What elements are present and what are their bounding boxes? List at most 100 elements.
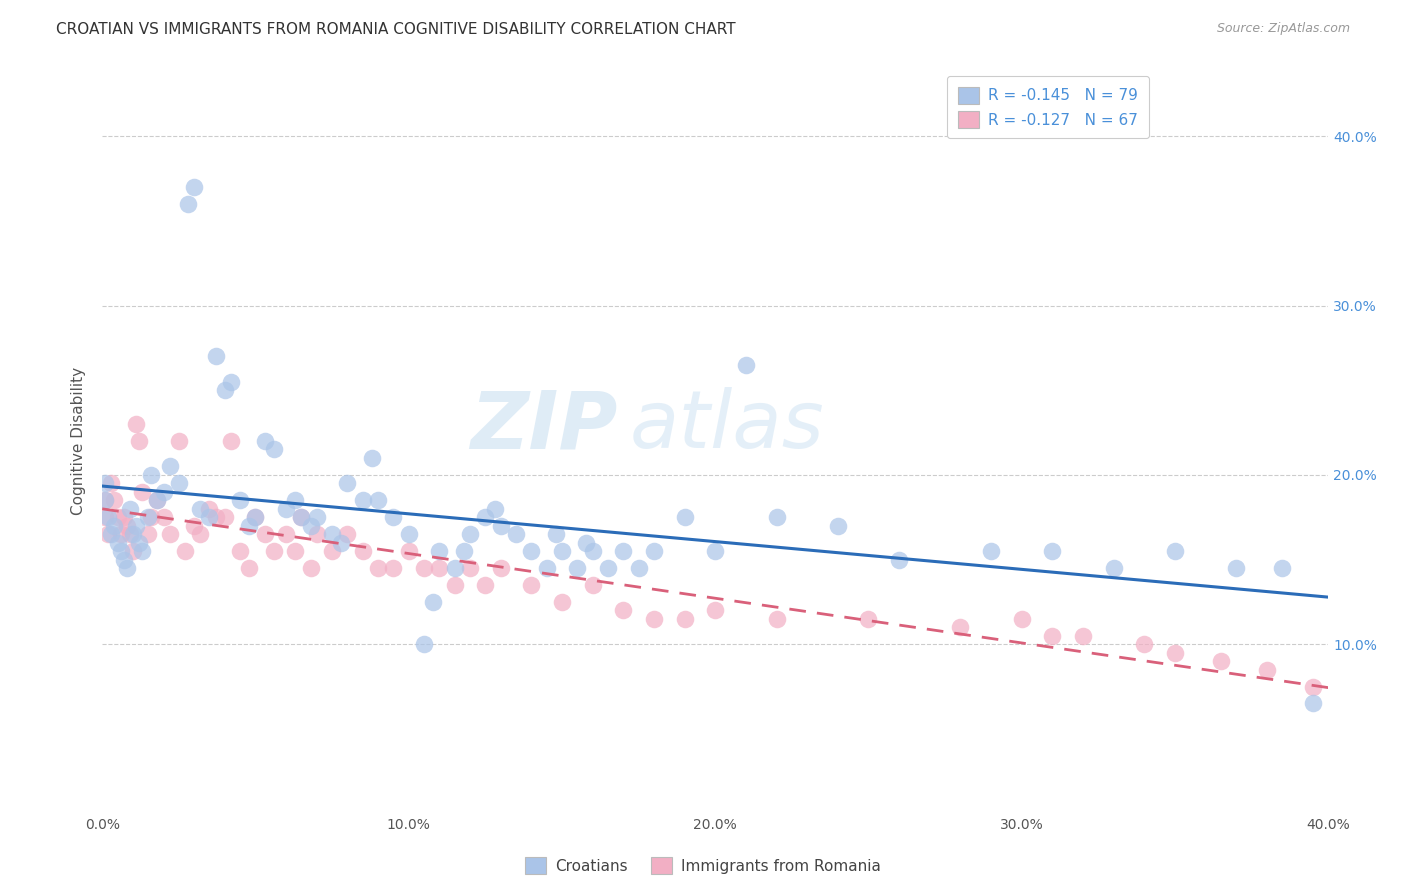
Point	[612, 544, 634, 558]
Text: Source: ZipAtlas.com: Source: ZipAtlas.com	[1216, 22, 1350, 36]
Point	[827, 518, 849, 533]
Point	[734, 358, 756, 372]
Point	[204, 510, 226, 524]
Point	[627, 561, 650, 575]
Point	[575, 535, 598, 549]
Point	[204, 350, 226, 364]
Point	[263, 442, 285, 457]
Point	[551, 544, 574, 558]
Point	[581, 578, 603, 592]
Point	[673, 612, 696, 626]
Point	[858, 612, 880, 626]
Point	[1271, 561, 1294, 575]
Point	[382, 510, 405, 524]
Point	[103, 493, 125, 508]
Point	[520, 578, 543, 592]
Point	[136, 510, 159, 524]
Point	[489, 561, 512, 575]
Point	[336, 527, 359, 541]
Point	[704, 544, 727, 558]
Point	[94, 493, 117, 508]
Point	[214, 510, 236, 524]
Point	[1256, 663, 1278, 677]
Point	[1302, 697, 1324, 711]
Point	[107, 535, 129, 549]
Point	[94, 476, 117, 491]
Point	[219, 434, 242, 448]
Point	[152, 484, 174, 499]
Point	[1225, 561, 1247, 575]
Point	[474, 578, 496, 592]
Point	[458, 527, 481, 541]
Point	[1302, 680, 1324, 694]
Point	[188, 501, 211, 516]
Point	[1164, 646, 1187, 660]
Text: CROATIAN VS IMMIGRANTS FROM ROMANIA COGNITIVE DISABILITY CORRELATION CHART: CROATIAN VS IMMIGRANTS FROM ROMANIA COGN…	[56, 22, 735, 37]
Point	[100, 527, 122, 541]
Point	[422, 595, 444, 609]
Point	[765, 612, 787, 626]
Legend: R = -0.145   N = 79, R = -0.127   N = 67: R = -0.145 N = 79, R = -0.127 N = 67	[948, 76, 1149, 138]
Point	[125, 417, 148, 431]
Point	[141, 510, 163, 524]
Point	[489, 518, 512, 533]
Point	[253, 434, 276, 448]
Point	[704, 603, 727, 617]
Point	[159, 459, 181, 474]
Point	[97, 510, 120, 524]
Point	[131, 484, 153, 499]
Point	[214, 383, 236, 397]
Point	[330, 535, 353, 549]
Point	[1209, 654, 1232, 668]
Point	[107, 510, 129, 524]
Point	[115, 561, 138, 575]
Point	[443, 578, 465, 592]
Point	[136, 527, 159, 541]
Point	[1011, 612, 1033, 626]
Point	[398, 544, 420, 558]
Point	[367, 561, 389, 575]
Point	[167, 476, 190, 491]
Point	[765, 510, 787, 524]
Point	[152, 510, 174, 524]
Point	[146, 493, 169, 508]
Point	[238, 518, 260, 533]
Point	[458, 561, 481, 575]
Point	[612, 603, 634, 617]
Point	[352, 493, 374, 508]
Point	[198, 501, 221, 516]
Point	[253, 527, 276, 541]
Point	[284, 493, 307, 508]
Point	[643, 612, 665, 626]
Point	[453, 544, 475, 558]
Point	[141, 467, 163, 482]
Point	[299, 561, 322, 575]
Point	[112, 552, 135, 566]
Point	[551, 595, 574, 609]
Point	[382, 561, 405, 575]
Point	[115, 518, 138, 533]
Point	[274, 527, 297, 541]
Point	[274, 501, 297, 516]
Point	[505, 527, 527, 541]
Point	[1071, 629, 1094, 643]
Point	[167, 434, 190, 448]
Point	[229, 493, 252, 508]
Point	[544, 527, 567, 541]
Point	[110, 527, 132, 541]
Point	[413, 561, 436, 575]
Point	[299, 518, 322, 533]
Point	[1133, 637, 1156, 651]
Point	[367, 493, 389, 508]
Point	[198, 510, 221, 524]
Point	[118, 527, 141, 541]
Point	[887, 552, 910, 566]
Point	[128, 535, 150, 549]
Point	[100, 476, 122, 491]
Point	[110, 544, 132, 558]
Point	[238, 561, 260, 575]
Point	[245, 510, 267, 524]
Y-axis label: Cognitive Disability: Cognitive Disability	[72, 367, 86, 515]
Point	[229, 544, 252, 558]
Point	[94, 493, 117, 508]
